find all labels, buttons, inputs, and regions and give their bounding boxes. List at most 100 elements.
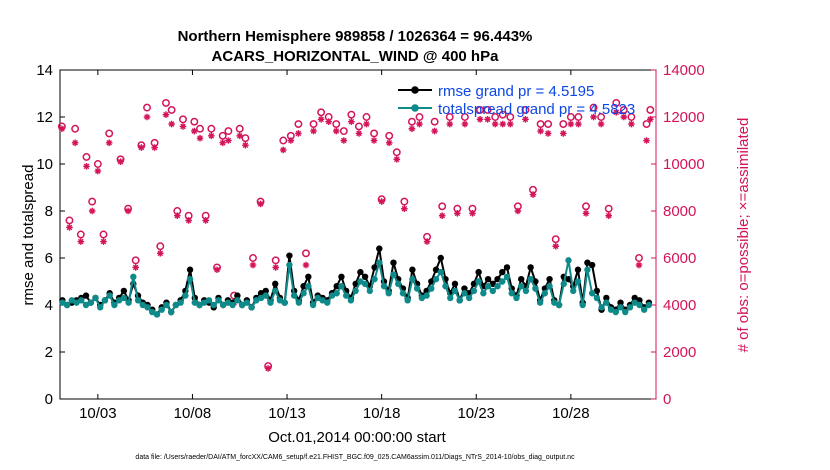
obs-possible-point bbox=[559, 120, 568, 129]
obs-assimilated-point bbox=[635, 261, 643, 269]
totalspread-point bbox=[229, 301, 236, 309]
obs-possible-point bbox=[392, 148, 401, 157]
obs-possible-point bbox=[241, 134, 250, 143]
totalspread-point bbox=[319, 297, 326, 304]
rmse-point bbox=[517, 275, 525, 283]
totalspread-point bbox=[503, 273, 511, 280]
obs-assimilated-point bbox=[438, 212, 446, 219]
obs-assimilated-point bbox=[272, 264, 279, 271]
obs-assimilated-point bbox=[257, 200, 264, 208]
totalspread-point bbox=[385, 290, 392, 297]
obs-possible-point bbox=[642, 120, 651, 129]
totalspread-point bbox=[499, 278, 506, 285]
rmse-point bbox=[338, 273, 345, 280]
totalspread-point bbox=[541, 290, 549, 297]
obs-possible-point bbox=[179, 115, 187, 124]
totalspread-point bbox=[234, 297, 241, 304]
x-tick-label: 10/13 bbox=[268, 405, 306, 422]
obs-possible-point bbox=[362, 113, 371, 121]
obs-possible-point bbox=[589, 103, 598, 112]
obs-possible-point bbox=[619, 106, 628, 114]
left-y-tick-label: 8 bbox=[45, 203, 53, 220]
obs-assimilated-point bbox=[385, 139, 393, 147]
rmse-point bbox=[409, 266, 416, 273]
totalspread-point bbox=[470, 287, 478, 295]
obs-assimilated-point bbox=[423, 238, 431, 245]
totalspread-point bbox=[219, 301, 227, 309]
totalspread-point bbox=[106, 292, 113, 299]
obs-assimilated-point bbox=[162, 111, 170, 118]
left-y-tick-label: 6 bbox=[45, 250, 53, 267]
obs-assimilated-point bbox=[567, 120, 575, 128]
totalspread-point bbox=[588, 290, 596, 297]
rmse-point bbox=[300, 283, 307, 290]
totalspread-point bbox=[177, 299, 184, 306]
obs-possible-point bbox=[76, 230, 85, 239]
obs-assimilated-point bbox=[643, 137, 650, 144]
obs-assimilated-point bbox=[132, 264, 139, 271]
obs-possible-point bbox=[582, 202, 590, 211]
obs-possible-point bbox=[302, 249, 310, 258]
totalspread-point bbox=[196, 301, 203, 309]
rmse-point bbox=[588, 261, 596, 269]
totalspread-point bbox=[574, 278, 582, 285]
obs-assimilated-point bbox=[66, 224, 73, 231]
totalspread-point bbox=[366, 287, 374, 295]
obs-assimilated-point bbox=[454, 210, 461, 217]
totalspread-point bbox=[272, 287, 279, 295]
totalspread-point bbox=[551, 299, 558, 306]
obs-assimilated-point bbox=[196, 134, 204, 142]
totalspread-point bbox=[82, 301, 90, 309]
obs-assimilated-point bbox=[94, 167, 102, 175]
obs-possible-point bbox=[279, 136, 288, 145]
totalspread-point bbox=[603, 299, 610, 306]
obs-assimilated-point bbox=[340, 137, 348, 144]
totalspread-point bbox=[257, 294, 265, 302]
left-y-tick-label: 10 bbox=[36, 156, 53, 173]
right-y-tick-label: 12000 bbox=[663, 109, 705, 126]
obs-possible-point bbox=[445, 113, 454, 121]
right-y-tick-label: 14000 bbox=[663, 62, 705, 79]
totalspread-point bbox=[139, 301, 146, 309]
obs-assimilated-point bbox=[302, 261, 310, 269]
totalspread-point bbox=[622, 308, 629, 316]
legend-totalspread-label: totalspread grand pr = 4.5823 bbox=[438, 101, 635, 118]
totalspread-point bbox=[324, 299, 331, 306]
rmse-point bbox=[286, 252, 293, 259]
totalspread-point bbox=[172, 301, 180, 309]
totalspread-point bbox=[253, 297, 260, 304]
obs-assimilated-point bbox=[370, 137, 378, 144]
totalspread-point bbox=[144, 304, 151, 311]
totalspread-point bbox=[286, 261, 293, 269]
right-y-tick-label: 2000 bbox=[663, 344, 696, 361]
totalspread-point bbox=[134, 297, 142, 304]
totalspread-point bbox=[536, 299, 544, 306]
obs-assimilated-point bbox=[582, 210, 590, 217]
totalspread-point bbox=[636, 301, 643, 309]
rmse-point bbox=[475, 268, 482, 276]
obs-possible-point bbox=[65, 216, 74, 225]
obs-assimilated-point bbox=[461, 120, 469, 128]
totalspread-point bbox=[432, 275, 440, 283]
rmse-point bbox=[376, 245, 383, 252]
totalspread-point bbox=[300, 290, 307, 297]
totalspread-point bbox=[73, 299, 80, 306]
obs-assimilated-point bbox=[279, 146, 287, 154]
obs-possible-point bbox=[544, 120, 553, 129]
totalspread-point bbox=[262, 292, 269, 299]
obs-possible-point bbox=[93, 160, 102, 168]
totalspread-point bbox=[238, 301, 246, 309]
obs-assimilated-point bbox=[355, 130, 363, 137]
x-axis-label: Oct.01,2014 00:00:00 start bbox=[268, 429, 446, 446]
obs-assimilated-point bbox=[529, 191, 537, 198]
obs-assimilated-point bbox=[544, 130, 552, 137]
obs-assimilated-point bbox=[77, 238, 85, 245]
obs-assimilated-point bbox=[202, 217, 209, 224]
obs-possible-point bbox=[498, 110, 507, 119]
totalspread-point bbox=[631, 299, 638, 306]
totalspread-point bbox=[399, 290, 407, 297]
obs-possible-point bbox=[415, 113, 424, 121]
right-y-axis: 0 2000 4000 6000 8000 10000 12000 14000 bbox=[651, 62, 705, 408]
totalspread-point bbox=[560, 280, 567, 288]
obs-possible-point bbox=[167, 106, 176, 114]
